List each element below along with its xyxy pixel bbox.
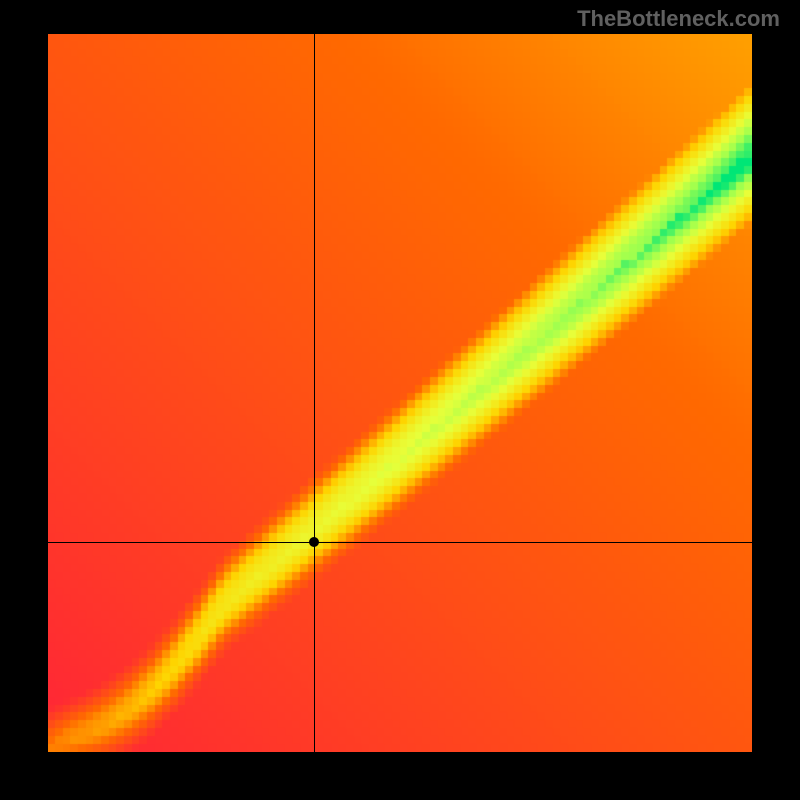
marker-point [309, 537, 319, 547]
crosshair-horizontal [48, 542, 752, 543]
watermark-text: TheBottleneck.com [577, 6, 780, 32]
heatmap-canvas [48, 34, 752, 752]
crosshair-vertical [314, 34, 315, 752]
heatmap-plot [48, 34, 752, 752]
